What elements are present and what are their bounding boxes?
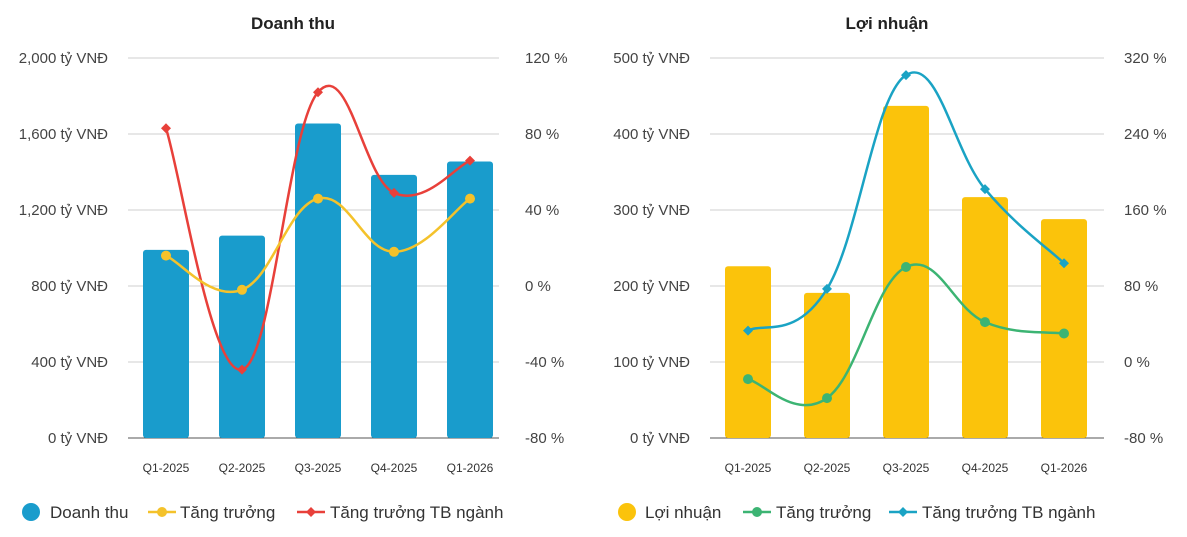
- bar: [447, 161, 493, 439]
- chart-title: Doanh thu: [251, 14, 335, 33]
- left-axis-tick-label: 400 tỷ VNĐ: [613, 126, 690, 143]
- left-axis-tick-label: 300 tỷ VNĐ: [613, 202, 690, 219]
- left-axis-tick-label: 0 tỷ VNĐ: [630, 430, 690, 447]
- right-axis-tick-label: 40 %: [525, 202, 559, 219]
- growth-point: [313, 193, 323, 204]
- left-axis-tick-label: 0 tỷ VNĐ: [48, 430, 108, 447]
- growth-point: [237, 284, 247, 295]
- revenue-chart-panel: Doanh thu 0 tỷ VNĐ 400 tỷ VNĐ 800 tỷ VNĐ 1,2…: [19, 14, 568, 522]
- legend-growth-marker: [157, 507, 167, 517]
- growth-line-group: [161, 193, 475, 295]
- legend: Doanh thu Tăng trưởng Tăng trưởng TB ngành: [22, 503, 503, 522]
- revenue-chart: Doanh thu 0 tỷ VNĐ 400 tỷ VNĐ 800 tỷ VNĐ 1,2…: [19, 14, 568, 522]
- legend-industry-marker: [898, 507, 908, 517]
- right-axis-tick-label: 0 %: [1124, 354, 1150, 371]
- industry-growth-line-group: [743, 70, 1069, 336]
- legend-label: Tăng trưởng TB ngành: [922, 503, 1095, 522]
- x-axis-tick-label: Q1-2025: [725, 461, 772, 475]
- growth-point: [465, 193, 475, 204]
- profit-chart-panel: Lợi nhuận 0 tỷ VNĐ 100 tỷ VNĐ 200 tỷ VNĐ 300…: [594, 0, 1187, 537]
- industry-growth-point: [980, 184, 990, 195]
- legend-label: Doanh thu: [50, 503, 128, 522]
- right-axis-tick-label: 80 %: [525, 126, 559, 143]
- right-axis-tick-label: -80 %: [1124, 430, 1163, 447]
- right-axis-tick-label: 120 %: [525, 50, 568, 67]
- legend-bar-swatch: [618, 503, 636, 521]
- left-axis-tick-label: 500 tỷ VNĐ: [613, 50, 690, 67]
- left-axis-tick-label: 1,600 tỷ VNĐ: [19, 126, 108, 143]
- bar: [219, 235, 265, 438]
- bar: [371, 174, 417, 438]
- industry-growth-point: [1059, 258, 1069, 269]
- growth-point: [389, 246, 399, 257]
- left-axis-tick-label: 2,000 tỷ VNĐ: [19, 50, 108, 67]
- left-axis-tick-label: 200 tỷ VNĐ: [613, 278, 690, 295]
- growth-point: [161, 250, 171, 261]
- x-axis-tick-label: Q2-2025: [219, 461, 266, 475]
- industry-growth-point: [161, 123, 171, 134]
- industry-growth-point: [901, 70, 911, 81]
- bar: [804, 292, 850, 438]
- industry-growth-point: [822, 283, 832, 294]
- x-axis-tick-label: Q4-2025: [371, 461, 418, 475]
- legend-label: Lợi nhuận: [645, 503, 721, 522]
- right-axis-tick-label: 0 %: [525, 278, 551, 295]
- growth-point: [743, 374, 753, 385]
- bar: [295, 123, 341, 439]
- industry-growth-point: [389, 187, 399, 198]
- chart-title: Lợi nhuận: [846, 14, 929, 33]
- right-axis-tick-label: 160 %: [1124, 202, 1167, 219]
- x-axis-tick-label: Q1-2025: [143, 461, 190, 475]
- left-axis-tick-label: 800 tỷ VNĐ: [31, 278, 108, 295]
- profit-chart: Lợi nhuận 0 tỷ VNĐ 100 tỷ VNĐ 200 tỷ VNĐ 300…: [613, 14, 1167, 522]
- growth-point: [901, 262, 911, 272]
- x-axis-tick-label: Q3-2025: [295, 461, 342, 475]
- right-axis-tick-label: -40 %: [525, 354, 564, 371]
- legend-industry-marker: [306, 507, 316, 517]
- industry-growth-point: [237, 364, 247, 375]
- industry-growth-point: [313, 87, 323, 98]
- legend-label: Tăng trưởng: [776, 503, 871, 522]
- right-axis-tick-label: 320 %: [1124, 50, 1167, 67]
- right-axis-tick-label: 80 %: [1124, 278, 1158, 295]
- industry-growth-point: [465, 155, 475, 166]
- growth-point: [1059, 328, 1069, 339]
- legend-label: Tăng trưởng: [180, 503, 275, 522]
- bar: [143, 249, 189, 438]
- x-axis-tick-label: Q4-2025: [962, 461, 1009, 475]
- legend: Lợi nhuận Tăng trưởng Tăng trưởng TB ngành: [618, 503, 1095, 522]
- growth-point: [822, 393, 832, 404]
- bar: [725, 266, 771, 438]
- bar-series: [143, 123, 493, 439]
- x-axis-tick-label: Q2-2025: [804, 461, 851, 475]
- x-axis-tick-label: Q1-2026: [447, 461, 494, 475]
- legend-label: Tăng trưởng TB ngành: [330, 503, 503, 522]
- growth-line-group: [743, 262, 1069, 407]
- legend-bar-swatch: [22, 503, 40, 521]
- growth-point: [980, 317, 990, 328]
- x-axis-tick-label: Q1-2026: [1041, 461, 1088, 475]
- right-axis-tick-label: 240 %: [1124, 126, 1167, 143]
- industry-growth-line-group: [161, 84, 475, 375]
- industry-growth-point: [743, 325, 753, 336]
- left-axis-tick-label: 400 tỷ VNĐ: [31, 354, 108, 371]
- x-axis-tick-label: Q3-2025: [883, 461, 930, 475]
- left-axis-tick-label: 100 tỷ VNĐ: [613, 354, 690, 371]
- right-axis-tick-label: -80 %: [525, 430, 564, 447]
- left-axis-tick-label: 1,200 tỷ VNĐ: [19, 202, 108, 219]
- legend-growth-marker: [752, 507, 762, 517]
